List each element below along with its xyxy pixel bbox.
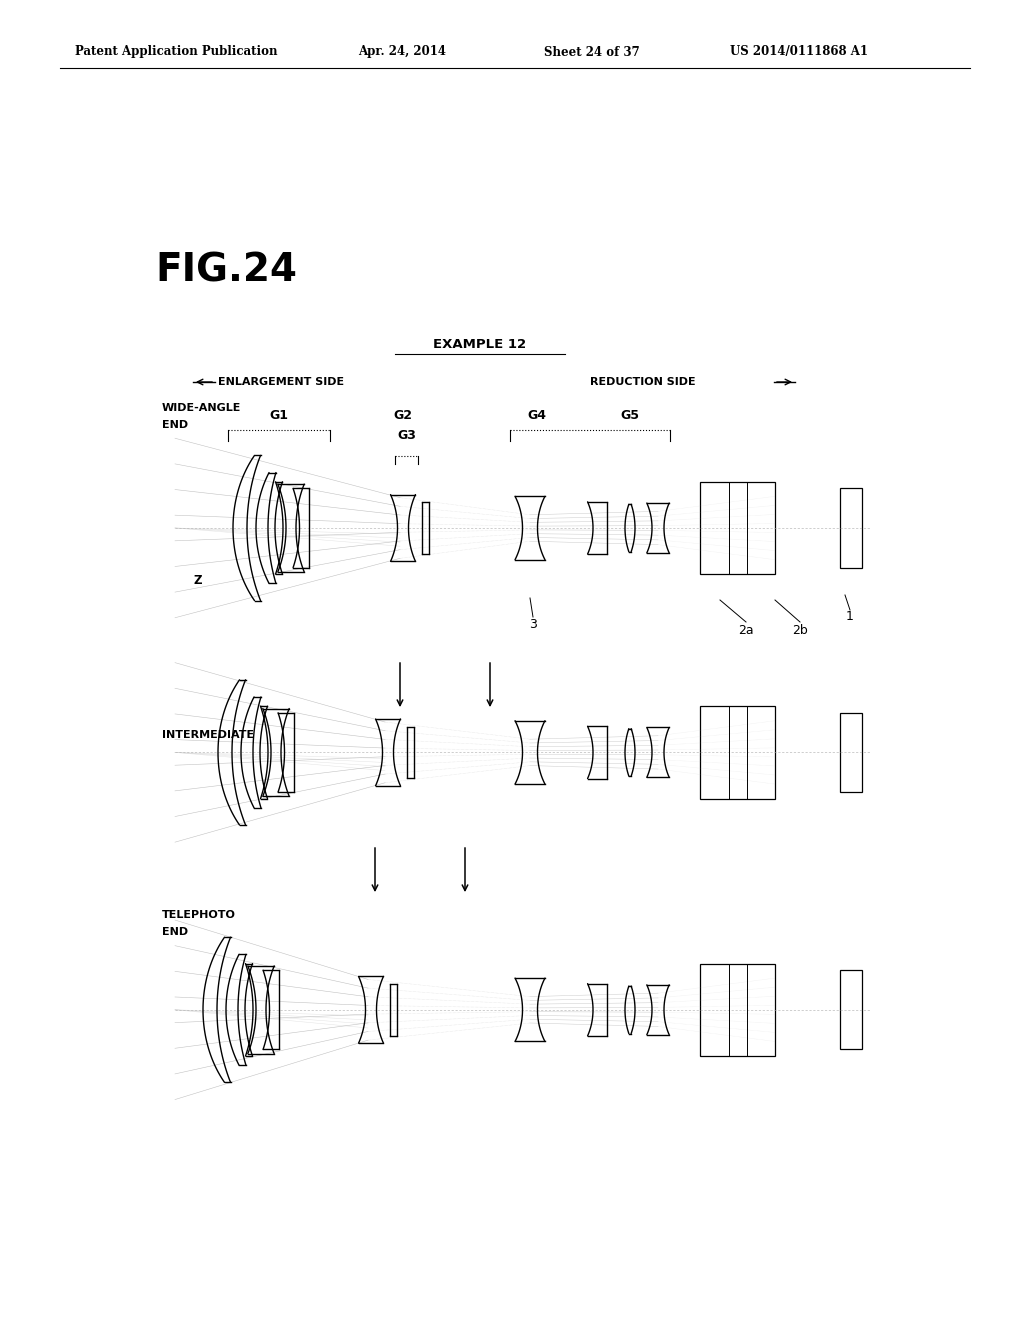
- Bar: [700, 482, 775, 574]
- Text: Z: Z: [194, 573, 203, 586]
- Bar: [700, 964, 775, 1056]
- Text: G2: G2: [393, 408, 413, 421]
- Text: TELEPHOTO: TELEPHOTO: [162, 909, 236, 920]
- Text: REDUCTION SIDE: REDUCTION SIDE: [590, 378, 695, 387]
- Text: G1: G1: [269, 408, 289, 421]
- Text: 2a: 2a: [738, 623, 754, 636]
- Text: EXAMPLE 12: EXAMPLE 12: [433, 338, 526, 351]
- Bar: [840, 713, 862, 792]
- Text: Sheet 24 of 37: Sheet 24 of 37: [544, 45, 640, 58]
- Text: END: END: [162, 927, 188, 937]
- Bar: [840, 970, 862, 1049]
- Text: Apr. 24, 2014: Apr. 24, 2014: [358, 45, 446, 58]
- Text: 2b: 2b: [793, 623, 808, 636]
- Bar: [700, 706, 775, 799]
- Text: INTERMEDIATE: INTERMEDIATE: [162, 730, 254, 741]
- Text: 3: 3: [529, 619, 537, 631]
- Text: ENLARGEMENT SIDE: ENLARGEMENT SIDE: [218, 378, 344, 387]
- Text: FIG.24: FIG.24: [155, 252, 297, 290]
- Text: G3: G3: [397, 429, 417, 442]
- Text: US 2014/0111868 A1: US 2014/0111868 A1: [730, 45, 868, 58]
- Text: WIDE-ANGLE: WIDE-ANGLE: [162, 403, 242, 413]
- Text: Patent Application Publication: Patent Application Publication: [75, 45, 278, 58]
- Bar: [840, 488, 862, 568]
- Text: END: END: [162, 420, 188, 430]
- Text: 1: 1: [846, 610, 854, 623]
- Text: G4: G4: [527, 408, 547, 421]
- Text: G5: G5: [621, 408, 640, 421]
